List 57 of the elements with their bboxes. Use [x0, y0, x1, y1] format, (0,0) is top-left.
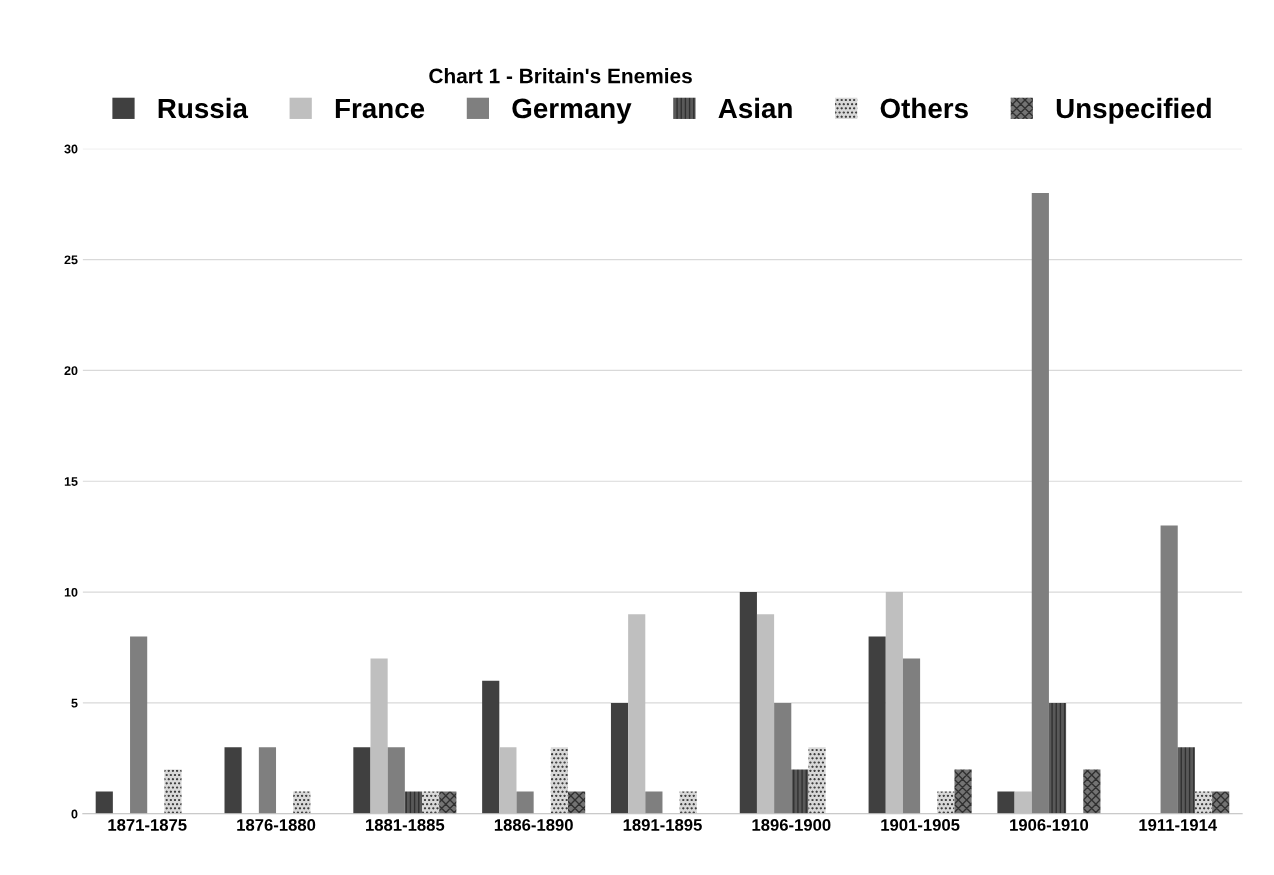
bar — [1048, 702, 1067, 814]
x-tick-label: 1911-1914 — [1139, 819, 1218, 831]
bar — [568, 791, 586, 814]
bar — [482, 680, 500, 814]
bar — [868, 636, 886, 814]
bar — [1177, 747, 1195, 814]
bar — [224, 747, 242, 814]
bar — [1212, 791, 1230, 814]
bar — [404, 791, 423, 814]
y-tick-label: 25 — [64, 255, 78, 265]
bar — [258, 747, 277, 814]
bar — [791, 769, 809, 814]
bar — [808, 747, 826, 814]
bar — [902, 658, 921, 814]
bar — [516, 791, 534, 814]
y-tick-label: 0 — [71, 809, 78, 819]
bar — [774, 702, 792, 814]
bar — [997, 791, 1015, 814]
x-tick-label: 1881-1885 — [366, 819, 445, 831]
x-tick-label: 1891-1895 — [623, 819, 702, 831]
bar — [739, 592, 757, 814]
y-tick-label: 10 — [64, 587, 78, 597]
bar — [387, 747, 405, 814]
bar — [422, 791, 440, 814]
x-tick-label: 1871-1875 — [108, 819, 187, 831]
bar — [164, 769, 182, 814]
y-tick-label: 30 — [64, 144, 78, 154]
x-tick-label: 1886-1890 — [494, 819, 573, 831]
bar — [130, 636, 148, 814]
bar — [610, 702, 629, 814]
legend-label: France — [335, 98, 425, 119]
legend-label: Unspecified — [1056, 97, 1211, 124]
bar — [937, 791, 955, 814]
bar — [1031, 193, 1049, 814]
bar — [439, 791, 457, 814]
legend-label: Russia — [158, 97, 249, 119]
legend-label: Germany — [512, 98, 632, 124]
bar — [1160, 525, 1178, 814]
chart-title: Chart 1 - Britain's Enemies — [429, 68, 692, 84]
bar — [954, 769, 972, 814]
bar — [645, 791, 663, 814]
bar — [1083, 769, 1101, 814]
bar — [353, 747, 371, 814]
legend-label: Others — [880, 97, 968, 119]
y-tick-label: 20 — [64, 366, 78, 376]
bar — [679, 791, 697, 814]
bar — [95, 791, 113, 814]
x-tick-label: 1901-1905 — [881, 819, 960, 831]
x-tick-label: 1896-1900 — [752, 819, 831, 831]
bar — [1194, 791, 1213, 814]
legend-label: Asian — [718, 97, 792, 119]
x-tick-label: 1876-1880 — [237, 819, 316, 831]
y-tick-label: 15 — [64, 477, 78, 486]
y-tick-label: 5 — [71, 698, 78, 708]
bar — [550, 747, 569, 814]
x-tick-label: 1906-1910 — [1010, 819, 1089, 831]
bar — [293, 791, 311, 814]
